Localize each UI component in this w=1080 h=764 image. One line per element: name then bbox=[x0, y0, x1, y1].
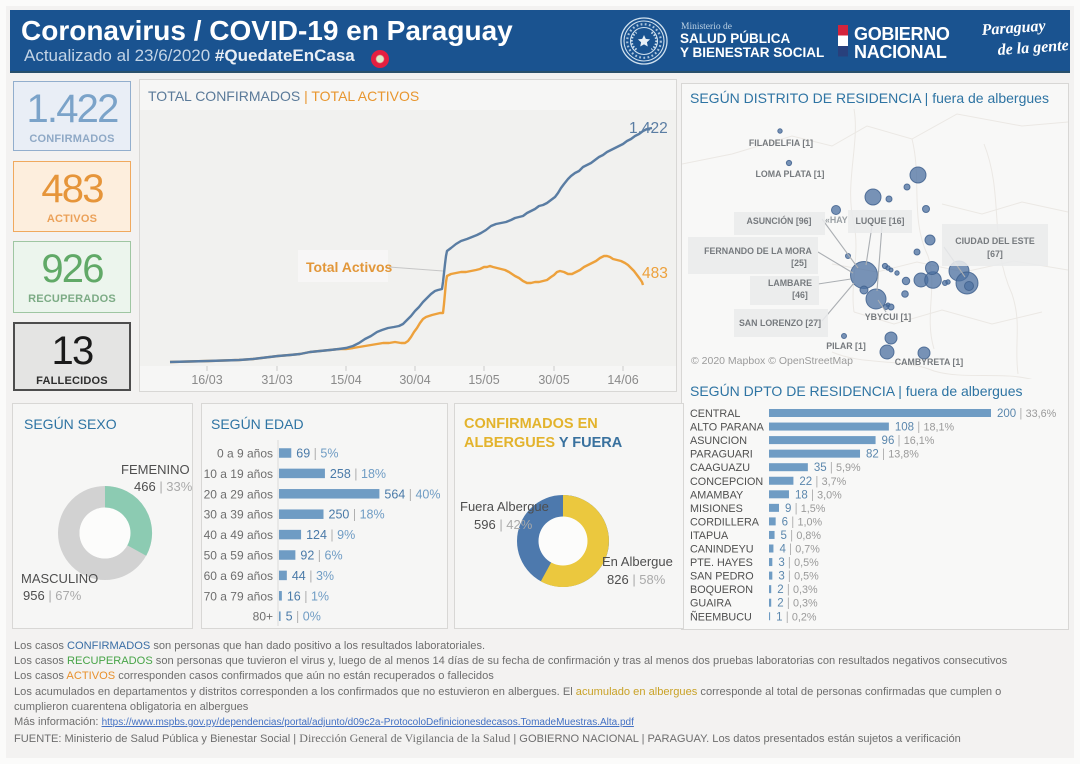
svg-text:200 | 33,6%: 200 | 33,6% bbox=[997, 408, 1057, 420]
svg-text:CAAGUAZU: CAAGUAZU bbox=[690, 462, 750, 474]
svg-text:ASUNCION: ASUNCION bbox=[690, 435, 747, 447]
svg-text:20 a 29 años: 20 a 29 años bbox=[204, 487, 273, 501]
svg-text:31/03: 31/03 bbox=[261, 373, 292, 387]
svg-text:44 | 3%: 44 | 3% bbox=[292, 569, 334, 583]
svg-text:16 | 1%: 16 | 1% bbox=[287, 589, 329, 603]
svg-text:LOMA PLATA [1]: LOMA PLATA [1] bbox=[756, 169, 825, 179]
svg-text:PARAGUARI: PARAGUARI bbox=[690, 449, 753, 461]
svg-text:10 a 19 años: 10 a 19 años bbox=[204, 467, 273, 481]
svg-text:Fuera Albergue: Fuera Albergue bbox=[460, 499, 549, 514]
svg-text:ASUNCIÓN [96]: ASUNCIÓN [96] bbox=[746, 215, 811, 226]
svg-text:35 | 5,9%: 35 | 5,9% bbox=[814, 462, 861, 474]
svg-text:6 | 1,0%: 6 | 1,0% bbox=[782, 516, 823, 528]
svg-text:564 | 40%: 564 | 40% bbox=[384, 487, 440, 501]
svg-text:258 | 18%: 258 | 18% bbox=[330, 467, 386, 481]
svg-text:NACIONAL: NACIONAL bbox=[854, 42, 947, 62]
svg-text:MASCULINO: MASCULINO bbox=[21, 571, 98, 586]
svg-text:ÑEEMBUCU: ÑEEMBUCU bbox=[690, 610, 752, 623]
svg-text:250 | 18%: 250 | 18% bbox=[329, 508, 385, 522]
svg-text:0 a 9 años: 0 a 9 años bbox=[217, 447, 273, 461]
svg-text:1 | 0,2%: 1 | 0,2% bbox=[776, 611, 817, 623]
svg-text:92 | 6%: 92 | 6% bbox=[300, 549, 342, 563]
svg-text:2 | 0,3%: 2 | 0,3% bbox=[777, 598, 818, 610]
svg-text:BOQUERON: BOQUERON bbox=[690, 584, 753, 596]
svg-text:596 | 42%: 596 | 42% bbox=[474, 517, 533, 532]
svg-text:18 | 3,0%: 18 | 3,0% bbox=[795, 489, 842, 501]
svg-text:[67]: [67] bbox=[987, 249, 1003, 259]
svg-text:CORDILLERA: CORDILLERA bbox=[690, 516, 760, 528]
svg-text:3 | 0,5%: 3 | 0,5% bbox=[778, 557, 819, 569]
svg-text:de la gente: de la gente bbox=[997, 37, 1069, 59]
svg-text:16/03: 16/03 bbox=[191, 373, 222, 387]
svg-text:70 a 79 años: 70 a 79 años bbox=[204, 589, 273, 603]
svg-text:15/04: 15/04 bbox=[330, 373, 361, 387]
svg-text:Ministerio de: Ministerio de bbox=[681, 22, 732, 32]
svg-text:40 a 49 años: 40 a 49 años bbox=[204, 528, 273, 542]
svg-text:CIUDAD DEL ESTE: CIUDAD DEL ESTE bbox=[955, 236, 1035, 246]
svg-text:50 a 59 años: 50 a 59 años bbox=[204, 549, 273, 563]
svg-text:FEMENINO: FEMENINO bbox=[121, 462, 190, 477]
svg-text:30/05: 30/05 bbox=[538, 373, 569, 387]
svg-text:ITAPUA: ITAPUA bbox=[690, 530, 729, 542]
svg-text:CANINDEYU: CANINDEYU bbox=[690, 544, 754, 556]
svg-text:69 | 5%: 69 | 5% bbox=[296, 447, 338, 461]
svg-text:SALUD PÚBLICA: SALUD PÚBLICA bbox=[680, 31, 790, 46]
svg-text:[25]: [25] bbox=[791, 258, 807, 268]
svg-text:PTE. HAYES: PTE. HAYES bbox=[690, 557, 753, 569]
svg-text:GOBIERNO: GOBIERNO bbox=[854, 24, 950, 44]
svg-text:4 | 0,7%: 4 | 0,7% bbox=[779, 544, 820, 556]
svg-text:3 | 0,5%: 3 | 0,5% bbox=[778, 571, 819, 583]
svg-text:MISIONES: MISIONES bbox=[690, 503, 743, 515]
svg-text:108 | 18,1%: 108 | 18,1% bbox=[895, 422, 955, 434]
svg-text:FERNANDO DE LA MORA: FERNANDO DE LA MORA bbox=[704, 246, 812, 256]
svg-text:Total Activos: Total Activos bbox=[306, 259, 393, 275]
svg-text:En Albergue: En Albergue bbox=[602, 554, 673, 569]
svg-text:5 | 0,8%: 5 | 0,8% bbox=[781, 530, 822, 542]
svg-text:956 | 67%: 956 | 67% bbox=[23, 588, 82, 603]
svg-text:ALTO PARANA: ALTO PARANA bbox=[690, 422, 765, 434]
svg-text:GUAIRA: GUAIRA bbox=[690, 598, 732, 610]
svg-text:30/04: 30/04 bbox=[399, 373, 430, 387]
svg-text:YBYCUI [1]: YBYCUI [1] bbox=[865, 312, 912, 322]
svg-text:«HAY: «HAY bbox=[825, 215, 848, 225]
svg-text:Y BIENESTAR SOCIAL: Y BIENESTAR SOCIAL bbox=[680, 45, 824, 60]
svg-text:15/05: 15/05 bbox=[468, 373, 499, 387]
svg-text:80+: 80+ bbox=[253, 610, 273, 624]
svg-text:LAMBARE: LAMBARE bbox=[768, 278, 812, 288]
svg-text:SAN PEDRO: SAN PEDRO bbox=[690, 571, 754, 583]
svg-text:1.422: 1.422 bbox=[629, 120, 668, 137]
svg-text:CENTRAL: CENTRAL bbox=[690, 408, 740, 420]
svg-text:CONCEPCION: CONCEPCION bbox=[690, 476, 763, 488]
svg-text:60 a 69 años: 60 a 69 años bbox=[204, 569, 273, 583]
svg-text:14/06: 14/06 bbox=[607, 373, 638, 387]
svg-text:TOTAL CONFIRMADOS | TOTAL ACTI: TOTAL CONFIRMADOS | TOTAL ACTIVOS bbox=[148, 88, 419, 104]
svg-text:PILAR [1]: PILAR [1] bbox=[826, 341, 866, 351]
svg-text:[46]: [46] bbox=[792, 290, 808, 300]
svg-text:5 | 0%: 5 | 0% bbox=[286, 610, 321, 624]
svg-text:LUQUE [16]: LUQUE [16] bbox=[856, 216, 905, 226]
svg-text:FILADELFIA [1]: FILADELFIA [1] bbox=[749, 138, 813, 148]
svg-text:483: 483 bbox=[642, 265, 668, 282]
svg-text:2 | 0,3%: 2 | 0,3% bbox=[777, 584, 818, 596]
svg-text:466 | 33%: 466 | 33% bbox=[134, 479, 192, 494]
svg-text:30 a 39 años: 30 a 39 años bbox=[204, 508, 273, 522]
svg-text:© 2020 Mapbox © OpenStreetMap: © 2020 Mapbox © OpenStreetMap bbox=[691, 355, 853, 367]
svg-text:Paraguay: Paraguay bbox=[980, 18, 1047, 40]
svg-text:96 | 16,1%: 96 | 16,1% bbox=[882, 435, 935, 447]
svg-text:82 | 13,8%: 82 | 13,8% bbox=[866, 449, 919, 461]
svg-text:9 | 1,5%: 9 | 1,5% bbox=[785, 503, 826, 515]
svg-text:22 | 3,7%: 22 | 3,7% bbox=[799, 476, 846, 488]
svg-text:826 | 58%: 826 | 58% bbox=[607, 572, 666, 587]
svg-text:124 | 9%: 124 | 9% bbox=[306, 528, 355, 542]
svg-text:CAMBYRETA [1]: CAMBYRETA [1] bbox=[895, 357, 963, 367]
svg-text:SAN LORENZO [27]: SAN LORENZO [27] bbox=[739, 318, 821, 328]
svg-text:AMAMBAY: AMAMBAY bbox=[690, 489, 743, 501]
